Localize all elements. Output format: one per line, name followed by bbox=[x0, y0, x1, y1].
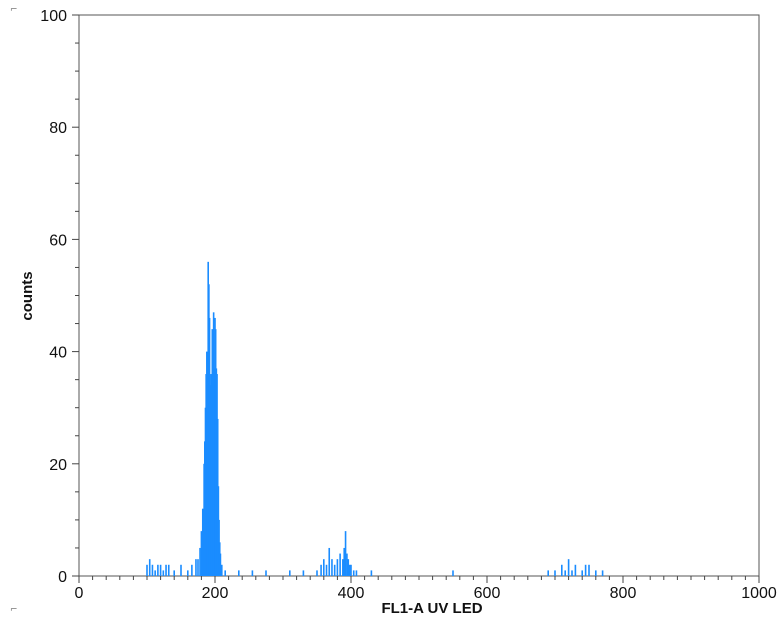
histogram-bar bbox=[157, 564, 159, 576]
histogram-bar bbox=[302, 570, 305, 576]
histogram-bar bbox=[180, 564, 182, 576]
histogram-bar bbox=[331, 559, 333, 576]
histogram-bar bbox=[173, 570, 175, 576]
histogram-bar bbox=[195, 559, 197, 576]
histogram-bar bbox=[333, 564, 336, 576]
histogram-bar bbox=[200, 531, 203, 576]
histogram-bar bbox=[342, 559, 344, 576]
y-axis-title: counts bbox=[19, 271, 36, 320]
y-tick-label: 100 bbox=[40, 8, 67, 25]
histogram-bar bbox=[289, 570, 291, 576]
histogram-bar bbox=[352, 570, 355, 576]
histogram-bar bbox=[588, 564, 590, 576]
histogram-bar bbox=[564, 570, 566, 576]
plot-frame bbox=[78, 14, 760, 577]
x-tick-label: 400 bbox=[338, 585, 365, 602]
histogram-bar bbox=[547, 570, 549, 576]
y-tick-label: 60 bbox=[49, 232, 67, 249]
histogram-bar bbox=[320, 564, 322, 576]
histogram-bar bbox=[350, 564, 352, 576]
histogram-bar bbox=[581, 570, 583, 576]
histogram-bar bbox=[601, 570, 604, 576]
histogram-bar bbox=[201, 508, 204, 576]
histogram-bar bbox=[187, 570, 189, 576]
histogram-bar bbox=[571, 570, 573, 576]
histogram-bar bbox=[595, 570, 597, 576]
histogram-bar bbox=[370, 570, 373, 576]
histogram-bar bbox=[348, 564, 351, 576]
histogram-bar bbox=[148, 559, 151, 576]
histogram-bar bbox=[191, 564, 193, 576]
histogram-bar bbox=[347, 559, 350, 576]
histogram-bar bbox=[452, 570, 454, 576]
histogram-bar bbox=[162, 570, 165, 576]
histogram-bar bbox=[584, 564, 587, 576]
x-axis-title: FL1-A UV LED bbox=[381, 600, 482, 617]
histogram-bar bbox=[197, 559, 199, 576]
histogram-bar bbox=[251, 570, 254, 576]
histogram-bar bbox=[165, 564, 167, 576]
histogram-bar bbox=[316, 570, 318, 576]
histogram-bar bbox=[224, 570, 226, 576]
histogram-bar bbox=[339, 553, 341, 576]
bars bbox=[146, 261, 604, 576]
y-tick-label: 0 bbox=[58, 569, 67, 586]
histogram-bar bbox=[146, 564, 148, 576]
histogram-bar bbox=[344, 531, 347, 576]
corner-mark-top: ⌐ bbox=[10, 5, 18, 15]
histogram-bar bbox=[561, 564, 563, 576]
x-tick-label: 800 bbox=[610, 585, 637, 602]
x-tick-label: 1000 bbox=[741, 585, 777, 602]
histogram-bar bbox=[323, 559, 325, 576]
histogram-bar bbox=[574, 564, 577, 576]
histogram-bar bbox=[167, 564, 170, 576]
histogram-bar bbox=[221, 564, 223, 576]
histogram-bar bbox=[238, 570, 240, 576]
histogram-bar bbox=[199, 547, 201, 576]
histogram-bar bbox=[159, 564, 162, 576]
histogram-bar bbox=[355, 570, 358, 576]
histogram-bar bbox=[336, 559, 339, 576]
axes bbox=[78, 14, 760, 577]
histogram-bar bbox=[219, 553, 222, 576]
histogram-bar bbox=[265, 570, 267, 576]
y-tick-label: 40 bbox=[49, 345, 67, 362]
ticks: 0 200 400 600 800 1000 0 20 40 60 80 100 bbox=[40, 8, 777, 602]
histogram-bar bbox=[567, 559, 570, 576]
histogram-bar bbox=[343, 547, 345, 576]
x-tick-label: 0 bbox=[75, 585, 84, 602]
histogram-bar bbox=[154, 570, 156, 576]
x-tick-label: 200 bbox=[202, 585, 229, 602]
histogram-bar bbox=[328, 547, 331, 576]
corner-mark-bottom: ⌐ bbox=[10, 605, 18, 615]
x-tick-label: 600 bbox=[474, 585, 501, 602]
histogram-bar bbox=[151, 564, 154, 576]
y-tick-label: 80 bbox=[49, 120, 67, 137]
y-tick-label: 20 bbox=[49, 457, 67, 474]
histogram-bar bbox=[325, 564, 328, 576]
histogram-bar bbox=[554, 570, 556, 576]
histogram-bar bbox=[346, 553, 348, 576]
